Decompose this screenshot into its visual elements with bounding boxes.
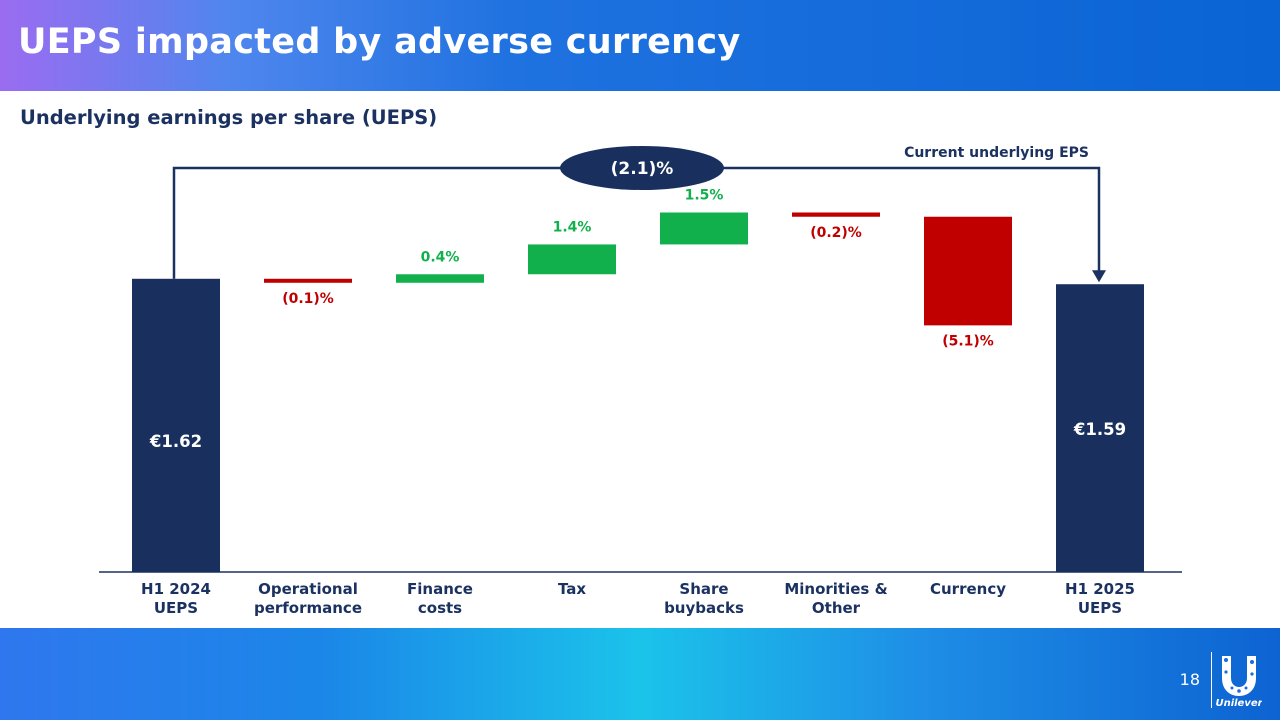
callout-value: (2.1)%	[611, 159, 674, 179]
decrease-bar	[792, 212, 880, 217]
bar-value-label: 1.4%	[553, 219, 592, 235]
category-label: Tax	[558, 580, 586, 598]
total-bar	[1056, 284, 1144, 572]
category-label: Other	[812, 599, 861, 617]
category-label: Operational	[258, 580, 358, 598]
bar-value-label: €1.62	[149, 432, 202, 451]
total-bar	[132, 278, 220, 572]
chart-subtitle: Underlying earnings per share (UEPS)	[20, 106, 438, 129]
bar-value-label: (5.1)%	[942, 333, 994, 349]
category-label: Finance	[407, 580, 473, 598]
footer-bar	[0, 628, 1280, 720]
category-label: Minorities &	[784, 580, 887, 598]
arrow-head-icon	[1092, 270, 1106, 283]
bar-value-label: €1.59	[1073, 420, 1126, 439]
category-label: buybacks	[664, 599, 744, 617]
category-label: costs	[418, 599, 462, 617]
decrease-bar	[264, 278, 352, 283]
logo-divider	[1211, 652, 1212, 708]
title-bar: UEPS impacted by adverse currency	[0, 0, 1280, 91]
bar-value-label: (0.1)%	[282, 291, 334, 307]
decrease-bar	[924, 216, 1012, 326]
category-label: Currency	[930, 580, 1006, 598]
category-label: performance	[254, 599, 362, 617]
bar-value-label: 1.5%	[685, 187, 724, 203]
category-label: H1 2025	[1065, 580, 1135, 598]
category-label: Share	[679, 580, 728, 598]
increase-bar	[528, 244, 616, 275]
category-label: UEPS	[154, 599, 198, 617]
bar-value-label: 0.4%	[421, 249, 460, 265]
increase-bar	[660, 212, 748, 245]
unilever-logo-icon: Unilever	[1215, 652, 1264, 709]
callout-ellipse	[560, 146, 724, 190]
increase-bar	[396, 274, 484, 283]
svg-text:Unilever: Unilever	[1216, 698, 1262, 708]
category-label: H1 2024	[141, 580, 211, 598]
page-number: 18	[1179, 670, 1200, 689]
bar-value-label: (0.2)%	[810, 225, 862, 241]
annotation-label: Current underlying EPS	[904, 145, 1089, 161]
slide-title: UEPS impacted by adverse currency	[18, 22, 741, 62]
category-label: UEPS	[1078, 599, 1122, 617]
